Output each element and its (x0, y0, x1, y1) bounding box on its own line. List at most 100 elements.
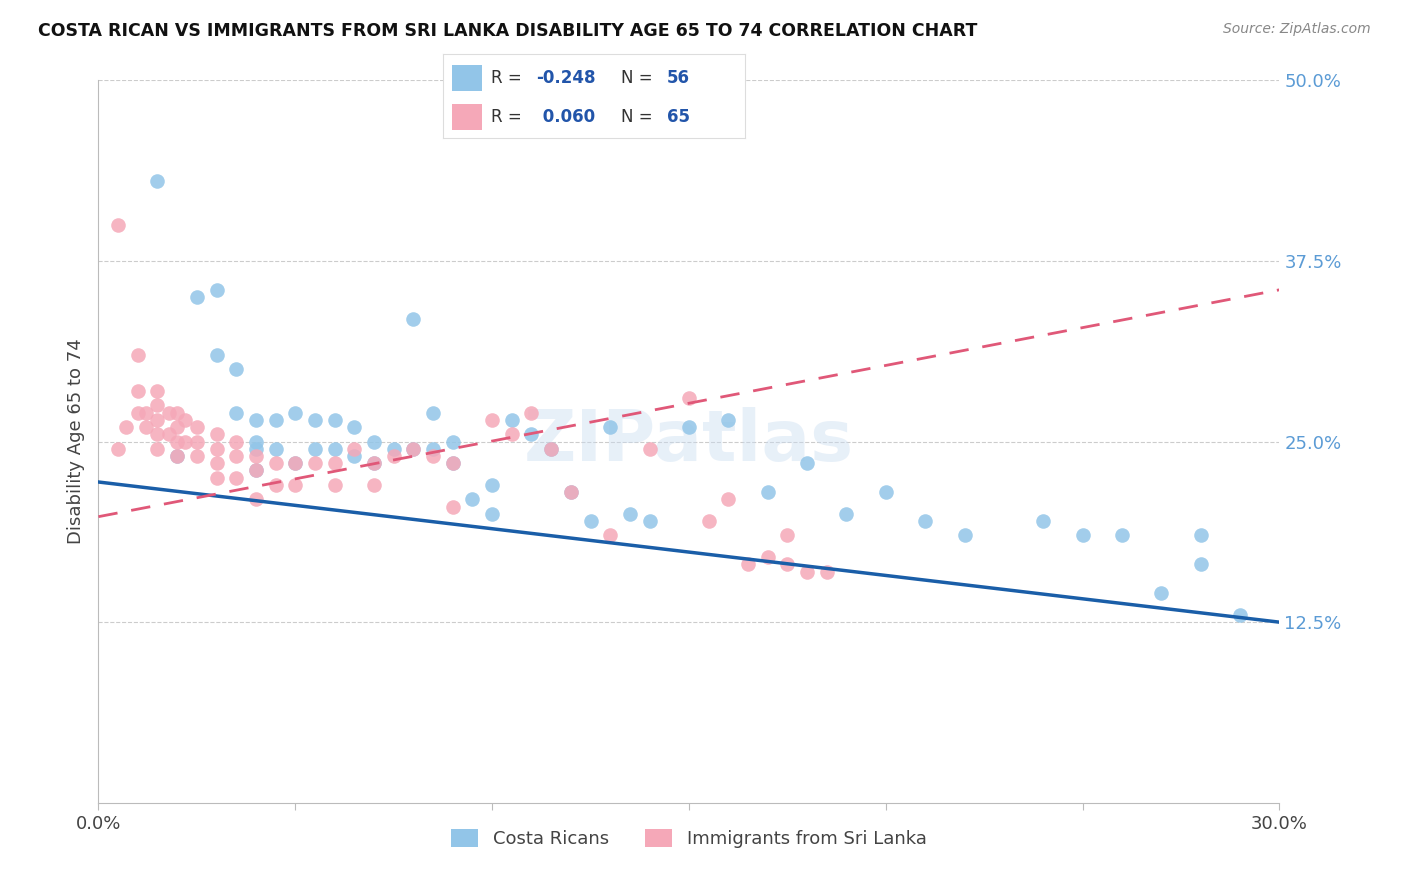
Point (363, 456, 385, 470)
Point (264, 456, 287, 470)
Point (284, 456, 307, 470)
Point (323, 478, 346, 492)
Point (422, 449, 444, 463)
Point (875, 485, 897, 500)
Point (174, 413, 197, 427)
Text: R =: R = (491, 69, 527, 87)
Point (441, 456, 464, 470)
Point (441, 456, 464, 470)
Point (481, 478, 503, 492)
Point (343, 420, 366, 434)
Point (146, 427, 169, 442)
Text: Source: ZipAtlas.com: Source: ZipAtlas.com (1223, 22, 1371, 37)
Point (382, 442, 405, 456)
Point (186, 420, 208, 434)
Point (343, 449, 366, 463)
Point (579, 514, 602, 528)
Point (245, 463, 267, 477)
Point (678, 420, 700, 434)
Point (1032, 514, 1054, 528)
Point (481, 413, 503, 427)
Point (205, 456, 228, 470)
Point (245, 413, 267, 427)
Point (225, 470, 247, 484)
FancyBboxPatch shape (451, 104, 482, 130)
Point (245, 442, 267, 456)
Point (127, 384, 149, 398)
Point (205, 442, 228, 456)
Point (225, 362, 247, 376)
Point (599, 420, 621, 434)
Point (225, 434, 247, 449)
Point (422, 442, 444, 456)
Point (776, 528, 799, 542)
Point (304, 442, 326, 456)
Point (284, 456, 307, 470)
Point (107, 442, 129, 456)
Point (205, 427, 228, 442)
Point (225, 449, 247, 463)
Point (174, 434, 197, 449)
Point (461, 492, 484, 507)
Text: R =: R = (491, 108, 527, 126)
Point (363, 478, 385, 492)
Point (815, 565, 838, 579)
Point (157, 406, 180, 420)
Point (135, 420, 157, 434)
Point (245, 449, 267, 463)
Point (382, 449, 405, 463)
Point (520, 406, 543, 420)
Point (619, 507, 641, 521)
Point (402, 442, 425, 456)
Point (638, 442, 661, 456)
Point (520, 427, 543, 442)
Point (323, 413, 346, 427)
Point (264, 413, 287, 427)
Point (717, 413, 740, 427)
Text: 0.060: 0.060 (537, 108, 595, 126)
Point (756, 550, 779, 565)
Point (107, 218, 129, 232)
Point (540, 442, 562, 456)
Point (166, 406, 188, 420)
Point (501, 427, 523, 442)
Point (146, 398, 169, 412)
Point (135, 406, 157, 420)
Point (284, 406, 307, 420)
Point (835, 507, 858, 521)
Point (560, 485, 582, 500)
Point (245, 434, 267, 449)
Point (1229, 607, 1251, 622)
Point (146, 413, 169, 427)
Point (245, 492, 267, 507)
Point (638, 514, 661, 528)
Point (501, 413, 523, 427)
Point (717, 492, 740, 507)
Point (166, 434, 188, 449)
Text: -0.248: -0.248 (537, 69, 596, 87)
Point (225, 406, 247, 420)
Point (205, 470, 228, 484)
Text: 65: 65 (666, 108, 689, 126)
Y-axis label: Disability Age 65 to 74: Disability Age 65 to 74 (66, 339, 84, 544)
Point (166, 420, 188, 434)
Point (157, 427, 180, 442)
Point (678, 391, 700, 405)
Point (363, 456, 385, 470)
Point (166, 449, 188, 463)
Point (441, 500, 464, 514)
Text: ZIPatlas: ZIPatlas (524, 407, 853, 476)
Point (402, 442, 425, 456)
Point (560, 485, 582, 500)
Point (1189, 528, 1212, 542)
Point (127, 406, 149, 420)
Point (264, 442, 287, 456)
Point (1111, 528, 1133, 542)
Point (796, 456, 818, 470)
Point (796, 565, 818, 579)
Point (146, 174, 169, 188)
Point (205, 348, 228, 362)
Text: N =: N = (621, 108, 658, 126)
Point (343, 442, 366, 456)
Point (914, 514, 936, 528)
